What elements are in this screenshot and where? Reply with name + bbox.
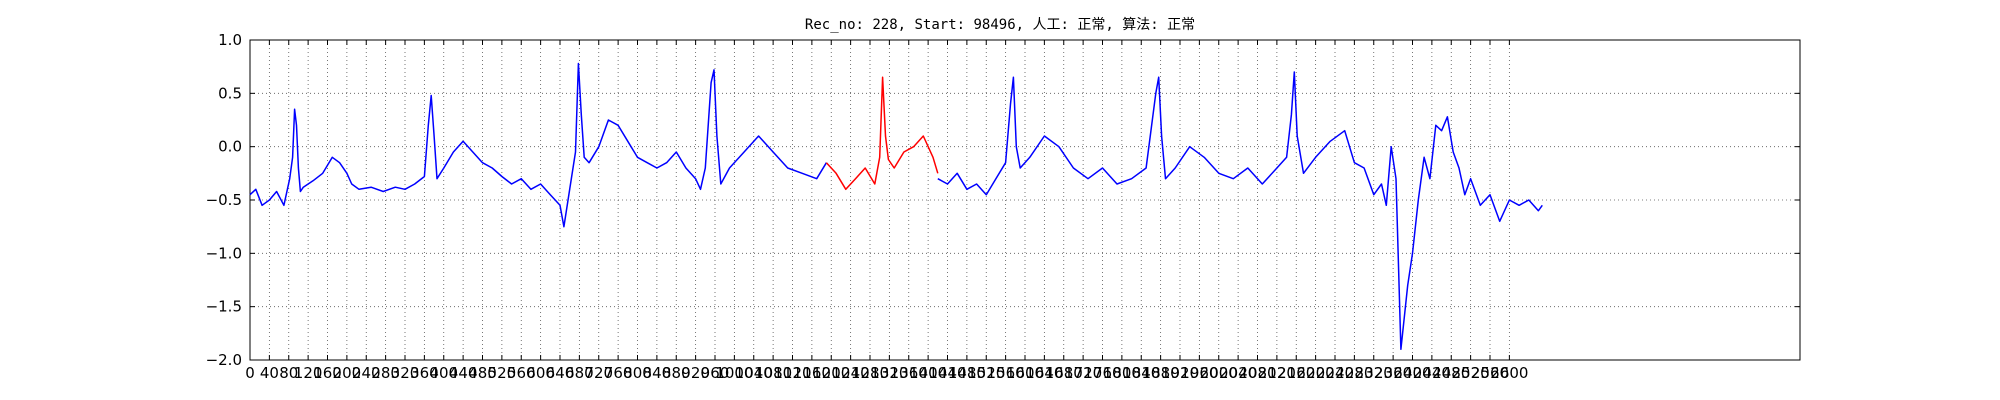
- x-tick-label: 440: [449, 364, 478, 382]
- x-tick-label: 2120: [1258, 364, 1296, 382]
- x-tick-label: 1680: [1045, 364, 1083, 382]
- x-tick-label: 1160: [793, 364, 831, 382]
- x-axis: 0 40 8012016020024028032036040044048052056…: [245, 40, 1528, 382]
- y-tick-label: 0.0: [218, 138, 242, 156]
- y-tick-label: −2.0: [206, 351, 242, 369]
- x-tick-label: 120: [294, 364, 323, 382]
- x-tick-label: 920: [681, 364, 710, 382]
- x-tick-label: 480: [468, 364, 497, 382]
- x-tick-label: 2040: [1219, 364, 1257, 382]
- x-tick-label: 520: [488, 364, 517, 382]
- x-tick-label: 1040: [735, 364, 773, 382]
- x-tick-label: 2000: [1200, 364, 1238, 382]
- x-tick-label: 1200: [812, 364, 850, 382]
- x-tick-label: 1400: [909, 364, 947, 382]
- x-tick-label: 1640: [1025, 364, 1063, 382]
- x-tick-label: 2280: [1335, 364, 1373, 382]
- x-tick-label: 360: [410, 364, 439, 382]
- x-tick-label: 2480: [1432, 364, 1470, 382]
- x-tick-label: 720: [584, 364, 613, 382]
- y-tick-label: 0.5: [218, 84, 242, 102]
- x-tick-label: 2400: [1393, 364, 1431, 382]
- x-tick-label: 1760: [1083, 364, 1121, 382]
- x-tick-label: 1320: [870, 364, 908, 382]
- x-tick-label: 400: [429, 364, 458, 382]
- y-axis: 1.0 0.5 0.0 −0.5 −1.0 −1.5 −2.0: [206, 31, 1800, 369]
- x-tick-label: 80: [279, 364, 298, 382]
- x-tick-label: 280: [371, 364, 400, 382]
- grid-lines: [249, 39, 1800, 361]
- x-tick-label: 2360: [1374, 364, 1412, 382]
- x-tick-label: 600: [526, 364, 555, 382]
- x-tick-label: 1120: [773, 364, 811, 382]
- series-line-3: [937, 71, 1543, 351]
- x-tick-label: 1080: [754, 364, 792, 382]
- series-layer: [249, 62, 1543, 351]
- x-tick-label: 840: [643, 364, 672, 382]
- y-tick-label: 1.0: [218, 31, 242, 49]
- x-tick-label: 1240: [832, 364, 870, 382]
- x-tick-label: 560: [507, 364, 536, 382]
- x-tick-label: 640: [546, 364, 575, 382]
- x-tick-label: 1360: [890, 364, 928, 382]
- x-tick-label: 1000: [715, 364, 753, 382]
- x-tick-label: 1560: [987, 364, 1025, 382]
- x-tick-label: 1960: [1180, 364, 1218, 382]
- x-tick-label: 40: [260, 364, 279, 382]
- x-tick-label: 0: [245, 364, 255, 382]
- x-tick-label: 960: [701, 364, 730, 382]
- y-tick-label: −1.0: [206, 244, 242, 262]
- x-tick-label: 320: [391, 364, 420, 382]
- x-tick-label: 880: [662, 364, 691, 382]
- x-tick-label: 160: [313, 364, 342, 382]
- x-tick-label: 680: [565, 364, 594, 382]
- x-tick-label: 1840: [1122, 364, 1160, 382]
- x-tick-label: 2200: [1297, 364, 1335, 382]
- x-tick-label: 2560: [1471, 364, 1509, 382]
- x-tick-label: 800: [623, 364, 652, 382]
- x-tick-label: 2520: [1452, 364, 1490, 382]
- x-tick-label: 1720: [1064, 364, 1102, 382]
- x-tick-label: 1440: [928, 364, 966, 382]
- x-tick-label: 2600: [1490, 364, 1528, 382]
- x-tick-label: 2160: [1277, 364, 1315, 382]
- x-tick-label: 1600: [1006, 364, 1044, 382]
- x-tick-label: 200: [333, 364, 362, 382]
- x-tick-label: 1800: [1103, 364, 1141, 382]
- x-tick-label: 2320: [1355, 364, 1393, 382]
- x-tick-label: 1520: [967, 364, 1005, 382]
- x-tick-label: 760: [604, 364, 633, 382]
- y-tick-label: −1.5: [206, 298, 242, 316]
- x-tick-label: 240: [352, 364, 381, 382]
- x-tick-label: 1920: [1161, 364, 1199, 382]
- x-tick-label: 2080: [1238, 364, 1276, 382]
- x-tick-label: 2440: [1413, 364, 1451, 382]
- y-tick-label: −0.5: [206, 191, 242, 209]
- x-tick-label: 1280: [851, 364, 889, 382]
- chart-title: Rec_no: 228, Start: 98496, 人工: 正常, 算法: 正…: [804, 17, 1196, 33]
- x-tick-label: 1880: [1142, 364, 1180, 382]
- x-tick-label: 1480: [948, 364, 986, 382]
- series-line-2: [825, 76, 939, 191]
- series-line-1: [249, 62, 828, 228]
- x-tick-label: 2240: [1316, 364, 1354, 382]
